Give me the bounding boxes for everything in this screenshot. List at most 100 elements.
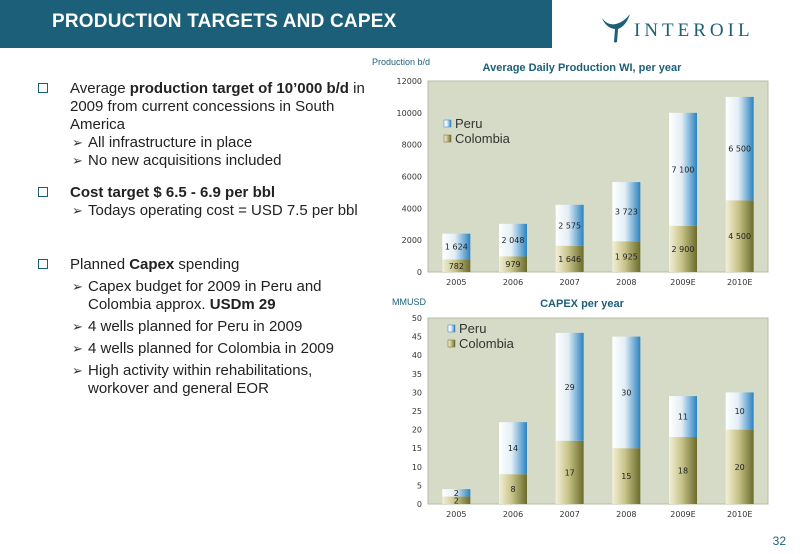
data-label-colombia: 979 — [505, 260, 520, 269]
data-label-colombia: 8 — [510, 485, 515, 494]
sub-bullet: ➢ High activity within rehabilitations, w… — [36, 362, 366, 398]
bullet-text: Average — [70, 80, 130, 97]
x-tick-label: 2009E — [670, 278, 695, 287]
sub-bullet: ➢ 4 wells planned for Peru in 2009 — [36, 318, 366, 336]
bar-colombia — [499, 474, 527, 504]
data-label-colombia: 2 900 — [672, 245, 695, 254]
bar-peru — [725, 392, 754, 430]
bullet-bold-text: production target of 10’000 b/d — [129, 80, 349, 97]
sub-bullet-text: Todays operating cost = USD 7.5 per bbl — [88, 202, 358, 219]
x-tick-label: 2008 — [616, 510, 636, 519]
bar-peru — [725, 96, 754, 201]
y-tick-label: 0 — [417, 500, 422, 509]
y-tick-label: 35 — [412, 370, 422, 379]
legend-swatch-peru — [443, 119, 452, 128]
y-tick-label: 2000 — [402, 236, 422, 245]
y-tick-label: 10000 — [397, 109, 422, 118]
arrow-icon: ➢ — [72, 203, 83, 218]
bullet-bold-text: Cost target $ 6.5 - 6.9 per bbl — [70, 184, 276, 201]
arrow-icon: ➢ — [72, 135, 83, 150]
x-tick-label: 2005 — [446, 510, 466, 519]
bar-peru — [442, 233, 471, 260]
data-label-peru: 1 624 — [445, 243, 468, 252]
page-title: PRODUCTION TARGETS AND CAPEX — [52, 11, 397, 32]
data-label-peru: 30 — [621, 388, 631, 397]
sub-bullet-bold-text: USDm 29 — [209, 296, 276, 313]
y-axis-label: MMUSD — [392, 297, 426, 307]
y-tick-label: 45 — [412, 333, 422, 342]
production-chart: Average Daily Production WI, per year Pro… — [372, 57, 769, 287]
y-tick-label: 15 — [412, 444, 422, 453]
data-label-colombia: 18 — [678, 467, 688, 476]
sub-bullet-text: High activity within rehabilitations, wo… — [88, 362, 313, 397]
chart-title: CAPEX per year — [540, 298, 624, 310]
title-bar: PRODUCTION TARGETS AND CAPEX — [0, 0, 552, 48]
bar-colombia — [442, 496, 471, 504]
data-label-colombia: 1 646 — [558, 255, 581, 264]
legend-label-colombia: Colombia — [459, 336, 515, 351]
legend-label-peru: Peru — [459, 321, 486, 336]
bullet-bold-text: Capex — [129, 256, 175, 273]
legend-swatch-colombia — [447, 339, 456, 348]
bullet-square-icon — [38, 259, 48, 269]
legend-swatch-colombia — [443, 134, 452, 143]
y-axis-label: Production b/d — [372, 57, 430, 67]
y-tick-label: 10 — [412, 463, 422, 472]
bullet-text: in 2009 from current concessions in Sout… — [70, 80, 365, 133]
bar-colombia — [612, 448, 641, 504]
bar-colombia — [442, 259, 471, 272]
data-label-colombia: 15 — [621, 472, 631, 481]
bullet-production: Average production target of 10’000 b/d … — [36, 80, 366, 134]
bar-peru — [499, 422, 527, 475]
x-tick-label: 2010E — [727, 278, 752, 287]
y-tick-label: 5 — [417, 481, 422, 490]
y-tick-label: 0 — [417, 268, 422, 277]
x-tick-label: 2005 — [446, 278, 466, 287]
sub-bullet: ➢ No new acquisitions included — [36, 152, 366, 170]
bar-colombia — [499, 256, 527, 272]
bar-colombia — [555, 245, 584, 272]
data-label-colombia: 20 — [735, 463, 745, 472]
x-tick-label: 2008 — [616, 278, 636, 287]
y-tick-label: 30 — [412, 388, 422, 397]
chart-title: Average Daily Production WI, per year — [483, 62, 683, 74]
page-number: 32 — [772, 534, 786, 548]
bar-peru — [612, 182, 641, 242]
x-tick-label: 2006 — [503, 278, 523, 287]
arrow-icon: ➢ — [72, 279, 83, 294]
y-tick-label: 20 — [412, 426, 422, 435]
x-tick-label: 2007 — [559, 510, 579, 519]
sub-bullet-text: 4 wells planned for Colombia in 2009 — [88, 340, 334, 357]
data-label-peru: 10 — [735, 407, 745, 416]
sub-bullet-text: Capex budget for 2009 in Peru and Colomb… — [88, 278, 322, 313]
bar-peru — [612, 336, 641, 449]
bar-peru — [669, 396, 697, 438]
company-logo: INTEROIL — [598, 12, 798, 46]
x-tick-label: 2007 — [559, 278, 579, 287]
data-label-peru: 6 500 — [728, 145, 751, 154]
bar-colombia — [725, 429, 754, 504]
y-tick-label: 4000 — [402, 204, 422, 213]
bullet-text: spending — [174, 256, 240, 273]
y-tick-label: 8000 — [402, 141, 422, 150]
arrow-icon: ➢ — [72, 319, 83, 334]
bullet-list: Average production target of 10’000 b/d … — [36, 80, 366, 398]
y-tick-label: 40 — [412, 351, 422, 360]
whale-tail-icon — [602, 14, 630, 43]
arrow-icon: ➢ — [72, 153, 83, 168]
bar-colombia — [725, 200, 754, 272]
sub-bullet: ➢ All infrastructure in place — [36, 134, 366, 152]
legend-label-peru: Peru — [455, 116, 482, 131]
x-tick-label: 2009E — [670, 510, 695, 519]
data-label-colombia: 2 — [454, 496, 459, 505]
sub-bullet-text: 4 wells planned for Peru in 2009 — [88, 318, 303, 335]
data-label-peru: 11 — [678, 413, 688, 422]
bar-colombia — [669, 225, 697, 272]
sub-bullet: ➢ Capex budget for 2009 in Peru and Colom… — [36, 278, 366, 314]
data-label-peru: 2 — [454, 489, 459, 498]
bar-peru — [555, 204, 584, 246]
data-label-colombia: 1 925 — [615, 253, 638, 262]
data-label-peru: 3 723 — [615, 208, 638, 217]
data-label-colombia: 4 500 — [728, 232, 751, 241]
x-tick-label: 2006 — [503, 510, 523, 519]
